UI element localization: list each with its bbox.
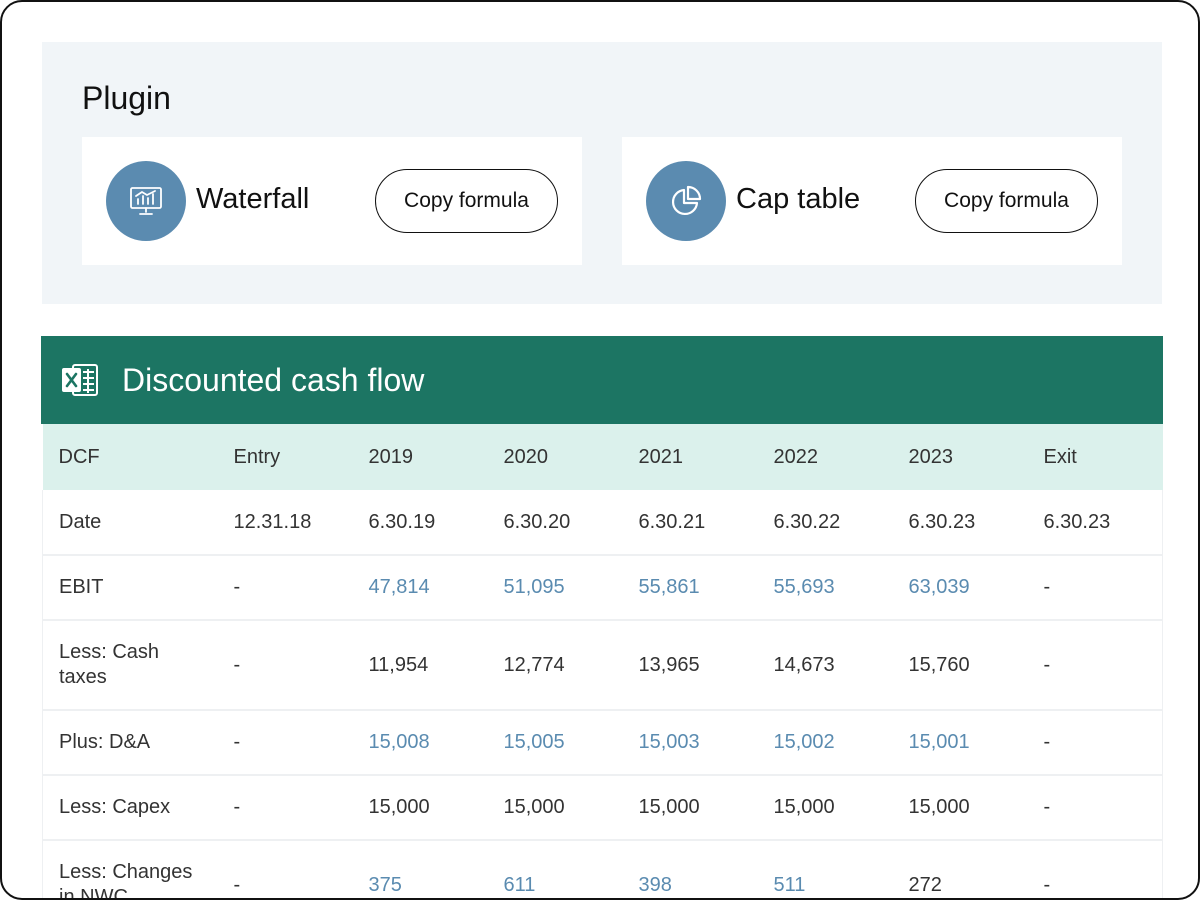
table-header-row: DCF Entry 2019 2020 2021 2022 2023 Exit (42, 424, 1163, 490)
column-header: 2021 (638, 445, 684, 468)
table-cell: 6.30.19 (368, 510, 436, 533)
table-cell: 15,000 (638, 796, 700, 818)
dcf-table: DCF Entry 2019 2020 2021 2022 2023 Exit … (42, 424, 1163, 898)
table-cell: 15,760 (908, 653, 970, 676)
plugin-name-cap-table: Cap table (736, 183, 861, 215)
table-row: Plus: D&A - 15,008 15,005 15,003 15,002 … (42, 710, 1163, 775)
row-label: Less: Cash taxes (42, 620, 218, 710)
table-cell: 15,000 (503, 796, 565, 818)
column-header: 2022 (773, 445, 819, 468)
table-row: Less: Capex - 15,000 15,000 15,000 15,00… (42, 775, 1163, 840)
table-cell-link[interactable]: 15,005 (503, 731, 565, 753)
table-cell: - (233, 653, 241, 676)
row-label: Plus: D&A (42, 710, 218, 775)
table-cell: 6.30.21 (638, 510, 706, 533)
table-cell-link[interactable]: 15,002 (773, 731, 835, 753)
column-header: Entry (233, 445, 281, 468)
copy-formula-button-waterfall[interactable]: Copy formula (375, 169, 558, 233)
dcf-header: Discounted cash flow (41, 336, 1163, 424)
table-cell: 6.30.23 (1027, 490, 1163, 555)
row-label: Less: Capex (42, 775, 218, 840)
table-cell: 13,965 (638, 653, 700, 676)
table-cell: 272 (908, 873, 942, 896)
column-header: DCF (58, 445, 100, 468)
table-cell-link[interactable]: 51,095 (503, 576, 565, 598)
plugin-panel: Plugin Waterfall Copy formula (42, 42, 1162, 304)
plugin-card-waterfall: Waterfall Copy formula (82, 137, 582, 265)
table-cell-link[interactable]: 398 (638, 873, 672, 896)
table-cell-link[interactable]: 63,039 (908, 576, 970, 598)
table-row: Less: Cash taxes - 11,954 12,774 13,965 … (42, 620, 1163, 710)
row-label: Less: Changes in NWC (42, 840, 218, 898)
plugin-title: Plugin (82, 80, 171, 116)
presentation-chart-icon (106, 161, 186, 241)
table-cell-link[interactable]: 611 (503, 873, 536, 896)
table-cell-link[interactable]: 47,814 (368, 576, 430, 598)
table-cell: - (1027, 620, 1163, 710)
row-label: EBIT (42, 555, 218, 620)
dcf-title: Discounted cash flow (122, 362, 425, 398)
table-cell-link[interactable]: 55,693 (773, 576, 835, 598)
table-cell: 15,000 (773, 796, 835, 818)
table-cell: 15,000 (908, 796, 970, 818)
table-cell-link[interactable]: 15,008 (368, 731, 430, 753)
table-row: Date 12.31.18 6.30.19 6.30.20 6.30.21 6.… (42, 490, 1163, 555)
table-cell: - (1027, 840, 1163, 898)
pie-chart-icon (646, 161, 726, 241)
table-cell: - (233, 576, 241, 598)
table-cell: 11,954 (368, 653, 429, 676)
column-header: 2023 (908, 445, 954, 468)
table-cell: - (233, 796, 241, 818)
table-cell-link[interactable]: 511 (773, 873, 806, 896)
table-cell: 15,000 (368, 796, 430, 818)
row-label: Date (42, 490, 218, 555)
table-cell: 12,774 (503, 653, 565, 676)
table-cell: - (1027, 710, 1163, 775)
plugin-card-cap-table: Cap table Copy formula (622, 137, 1122, 265)
table-cell-link[interactable]: 55,861 (638, 576, 700, 598)
table-cell: - (233, 873, 241, 896)
copy-formula-button-cap-table[interactable]: Copy formula (915, 169, 1098, 233)
excel-icon (62, 364, 98, 396)
table-cell: 14,673 (773, 653, 835, 676)
column-header: Exit (1043, 445, 1077, 468)
table-cell: - (1027, 555, 1163, 620)
table-cell-link[interactable]: 375 (368, 873, 402, 896)
column-header: 2019 (368, 445, 414, 468)
table-row: EBIT - 47,814 51,095 55,861 55,693 63,03… (42, 555, 1163, 620)
table-cell: - (1027, 775, 1163, 840)
plugin-name-waterfall: Waterfall (196, 183, 310, 215)
table-cell: - (233, 731, 241, 753)
table-cell-link[interactable]: 15,003 (638, 731, 700, 753)
table-cell: 6.30.22 (773, 510, 841, 533)
table-row: Less: Changes in NWC - 375 611 398 511 2… (42, 840, 1163, 898)
column-header: 2020 (503, 445, 549, 468)
table-cell: 6.30.20 (503, 510, 571, 533)
table-cell: 6.30.23 (908, 510, 976, 533)
table-cell: 12.31.18 (233, 510, 312, 533)
table-cell-link[interactable]: 15,001 (908, 731, 970, 753)
